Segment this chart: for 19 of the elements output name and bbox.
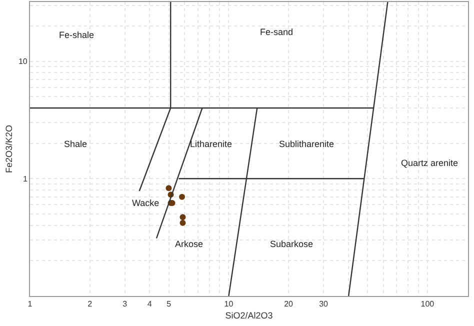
annotation: Litharenite <box>190 139 232 149</box>
annotation: Fe-sand <box>260 27 294 37</box>
y-axis-title: Fe2O3/K2O <box>4 124 14 174</box>
annotation: Quartz arenite <box>401 158 458 168</box>
x-tick-label: 4 <box>147 300 152 309</box>
annotation: Fe-shale <box>59 30 94 40</box>
annotation: Wacke <box>132 198 160 208</box>
x-tick-label: 2 <box>88 300 93 309</box>
x-tick-label: 30 <box>319 300 329 309</box>
annotation: Shale <box>64 139 88 149</box>
annotation: Arkose <box>175 239 204 249</box>
x-tick-label: 5 <box>166 300 172 309</box>
x-tick-label: 20 <box>284 300 294 309</box>
annotation: Subarkose <box>270 239 314 249</box>
x-tick-label: 100 <box>420 300 435 309</box>
annotation: Sublitharenite <box>279 139 334 149</box>
x-tick-label: 3 <box>122 300 128 309</box>
x-axis-title: SiO2/Al2O3 <box>225 310 273 320</box>
x-tick-label: 10 <box>224 300 234 309</box>
